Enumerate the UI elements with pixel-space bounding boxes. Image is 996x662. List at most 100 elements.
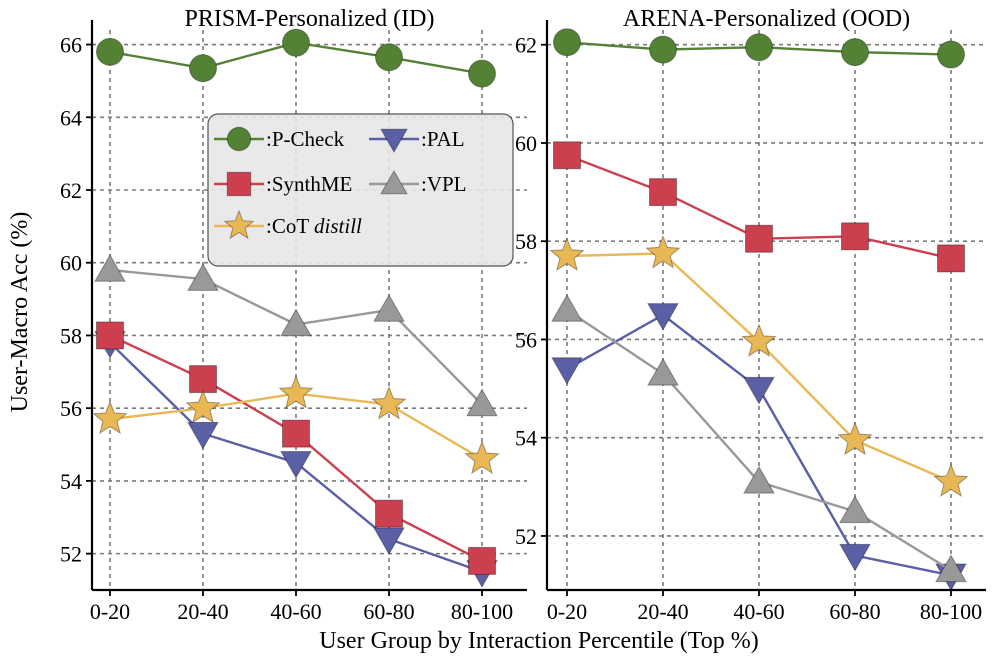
legend-entry-cot-distill: :CoT distill <box>214 209 362 240</box>
data-point-p-check <box>375 43 403 72</box>
series-p-check <box>96 28 496 88</box>
legend-marker-synthme <box>226 171 252 197</box>
data-point-cot-distill <box>185 389 221 424</box>
data-point-synthme <box>841 222 869 251</box>
y-tick-label: 54 <box>60 469 82 494</box>
data-point-pal <box>743 376 775 405</box>
legend-label: :CoT distill <box>266 214 362 238</box>
data-point-synthme <box>649 178 677 207</box>
series-cot-distill <box>92 375 500 475</box>
legend-marker-cot-distill <box>223 209 255 240</box>
legend-entry-synthme: :SynthME <box>214 171 352 197</box>
series-synthme <box>96 321 496 575</box>
data-point-p-check <box>96 37 124 66</box>
data-point-vpl <box>466 388 498 417</box>
legend-label: :VPL <box>421 172 467 196</box>
data-point-p-check <box>649 35 677 64</box>
x-axis-label: User Group by Interaction Percentile (To… <box>319 628 759 654</box>
legend-entry-vpl: :VPL <box>369 169 467 196</box>
data-point-pal <box>280 450 312 479</box>
series-synthme <box>553 141 965 273</box>
data-point-vpl <box>935 554 967 583</box>
legend-label: :SynthME <box>266 172 352 196</box>
x-tick-label: 80-100 <box>451 599 513 624</box>
data-point-cot-distill <box>741 323 777 358</box>
data-point-cot-distill <box>549 237 585 271</box>
data-point-cot-distill <box>92 400 128 435</box>
data-point-vpl <box>94 253 126 282</box>
x-tick-label: 40-60 <box>733 599 784 624</box>
x-tick-label: 60-80 <box>363 599 414 624</box>
data-point-pal <box>373 527 405 556</box>
y-tick-label: 56 <box>515 327 537 352</box>
x-tick-label: 0-20 <box>90 599 130 624</box>
legend-entry-p-check: :P-Check <box>214 126 345 152</box>
series-vpl <box>94 253 498 417</box>
data-point-p-check <box>553 28 581 57</box>
y-tick-label: 54 <box>515 426 537 451</box>
data-point-vpl <box>839 495 871 524</box>
y-tick-label: 60 <box>60 251 82 276</box>
legend-marker-pal <box>380 128 408 154</box>
data-point-synthme <box>96 321 124 350</box>
legend-box <box>207 113 514 267</box>
data-point-p-check <box>468 59 496 88</box>
y-tick-label: 60 <box>515 131 537 156</box>
panel-arena: 52 54 56 58 60 62 0-20 20-40 40-60 60-80 80-100 ARE… <box>515 6 986 624</box>
data-point-p-check <box>937 40 965 69</box>
legend-entry-pal: :PAL <box>369 127 465 154</box>
x-tick-label: 20-40 <box>637 599 688 624</box>
chart-title: ARENA-Personalized (OOD) <box>623 6 910 32</box>
data-point-vpl <box>187 263 219 291</box>
y-tick-label: 66 <box>60 33 82 58</box>
panel-prism: 52 54 56 58 60 62 64 66 0-20 20-40 40-60 60-80 80-10… <box>60 6 527 624</box>
y-tick-label: 52 <box>60 542 82 567</box>
y-tick-label: 64 <box>60 105 82 130</box>
data-point-synthme <box>937 244 965 273</box>
legend: :P-Check :PAL :SynthME :VPL :CoT distill <box>207 113 514 267</box>
data-point-pal <box>551 357 583 385</box>
data-point-synthme <box>745 224 773 253</box>
y-tick-label: 62 <box>515 33 537 58</box>
chart-title: PRISM-Personalized (ID) <box>185 6 435 32</box>
data-point-cot-distill <box>837 421 873 456</box>
x-tick-label: 80-100 <box>920 599 982 624</box>
data-point-pal <box>647 303 679 331</box>
x-tick-label: 0-20 <box>547 599 587 624</box>
data-point-cot-distill <box>933 463 969 498</box>
y-tick-label: 52 <box>515 524 537 549</box>
data-point-vpl <box>280 308 312 337</box>
data-point-synthme <box>282 419 310 448</box>
data-point-p-check <box>282 28 310 57</box>
data-point-synthme <box>189 365 217 394</box>
y-tick-label: 56 <box>60 396 82 421</box>
data-point-cot-distill <box>645 234 681 269</box>
x-tick-label: 40-60 <box>270 599 321 624</box>
data-point-synthme <box>468 546 496 575</box>
y-tick-label: 62 <box>60 178 82 203</box>
series-p-check <box>553 28 965 69</box>
data-point-cot-distill <box>464 440 500 475</box>
data-point-synthme <box>553 141 581 170</box>
series-cot-distill <box>549 234 969 498</box>
data-point-pal <box>187 421 219 450</box>
x-tick-label: 60-80 <box>829 599 880 624</box>
legend-label: :P-Check <box>266 127 345 151</box>
data-point-vpl <box>647 357 679 386</box>
series-vpl <box>551 293 967 583</box>
data-point-synthme <box>375 499 403 528</box>
legend-label: :PAL <box>421 127 465 151</box>
data-point-vpl <box>551 293 583 322</box>
data-point-p-check <box>745 33 773 62</box>
data-point-cot-distill <box>371 385 407 420</box>
data-point-vpl <box>373 293 405 322</box>
y-tick-label: 58 <box>60 323 82 348</box>
data-point-p-check <box>189 54 217 83</box>
data-point-p-check <box>841 38 869 67</box>
data-point-vpl <box>743 465 775 494</box>
legend-marker-p-check <box>226 126 252 152</box>
y-axis-label: User-Macro Acc (%) <box>7 212 33 413</box>
data-point-pal <box>839 543 871 572</box>
y-tick-label: 58 <box>515 229 537 254</box>
